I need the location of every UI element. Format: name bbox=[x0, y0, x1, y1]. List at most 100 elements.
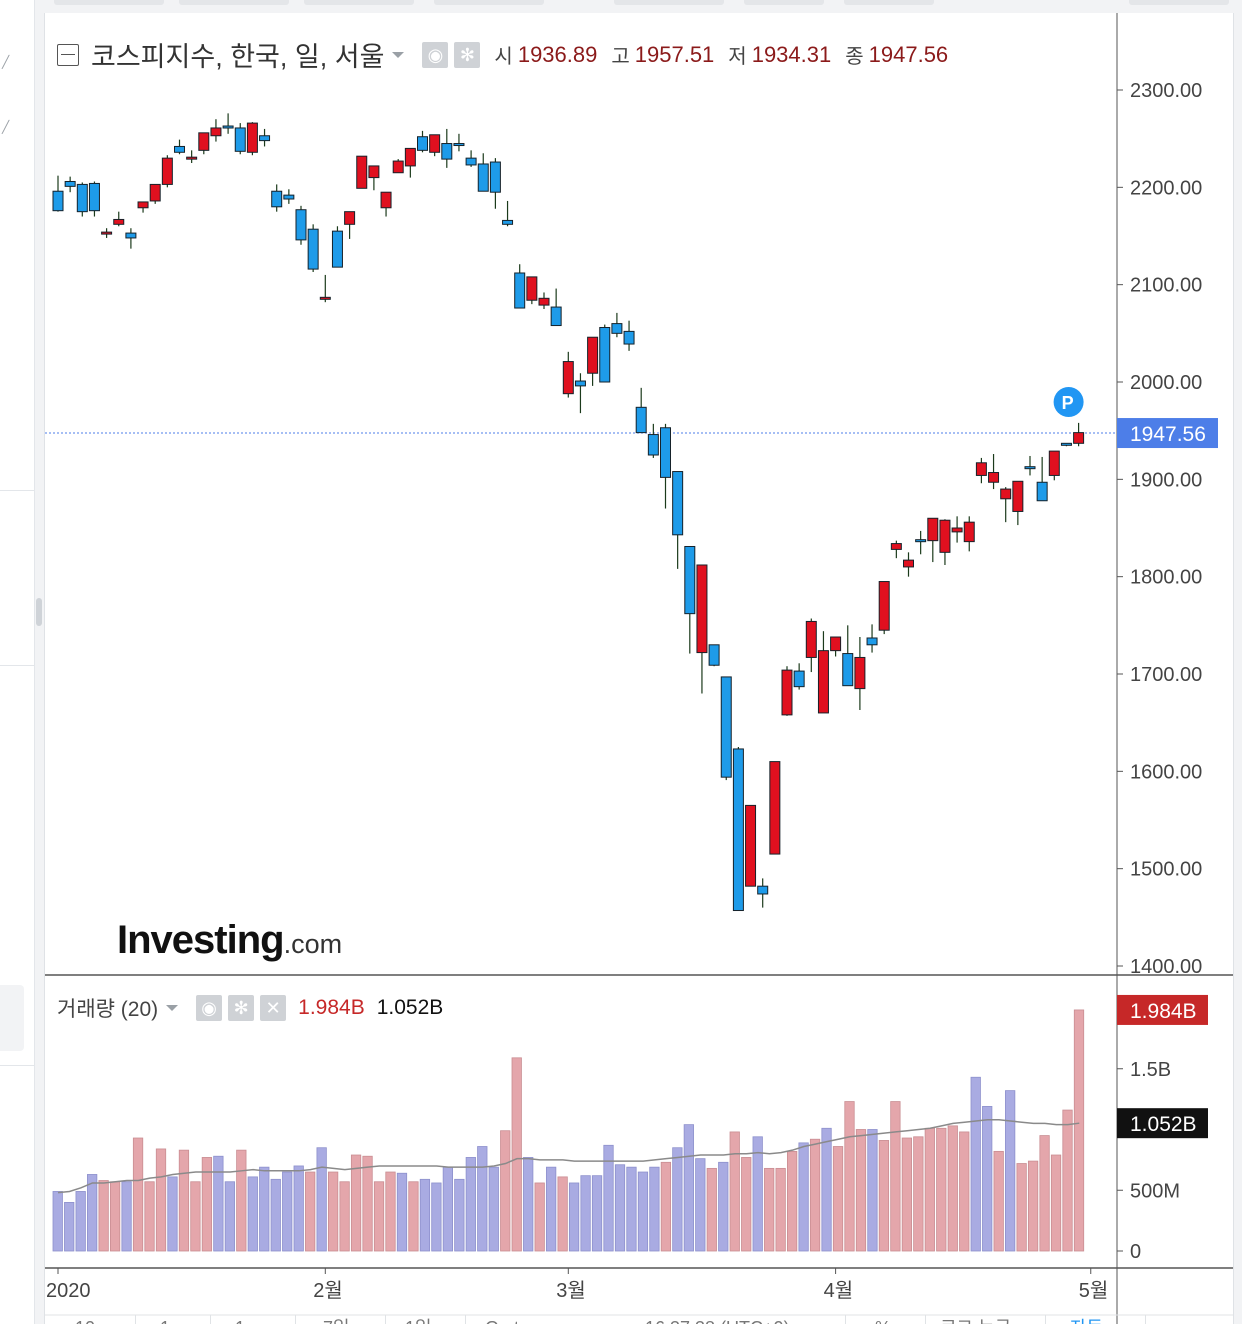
candle bbox=[453, 143, 465, 147]
close-icon[interactable]: ✕ bbox=[260, 995, 287, 1021]
volume-bar bbox=[121, 1181, 132, 1252]
toolbar-tab[interactable] bbox=[614, 0, 724, 5]
low-label: 저 bbox=[728, 46, 747, 68]
footer-item[interactable]: Go to bbox=[485, 1319, 529, 1324]
price-tick-label: 2300.00 bbox=[1130, 80, 1202, 102]
candle bbox=[550, 306, 562, 327]
candle bbox=[234, 127, 246, 152]
candle bbox=[88, 182, 100, 212]
candle bbox=[64, 180, 76, 187]
candle bbox=[951, 527, 963, 533]
candle bbox=[757, 885, 769, 895]
candle bbox=[672, 471, 684, 536]
volume-bar bbox=[1073, 1009, 1085, 1252]
sidebar-panel-tab[interactable] bbox=[0, 985, 24, 1051]
volume-title[interactable]: 거래량 (20) bbox=[57, 998, 159, 1021]
candle bbox=[817, 650, 829, 714]
candle bbox=[271, 190, 283, 208]
volume-bar bbox=[546, 1166, 557, 1252]
toolbar-tab[interactable] bbox=[844, 0, 934, 5]
footer-item[interactable]: 10 bbox=[75, 1319, 95, 1324]
toolbar-tab[interactable] bbox=[179, 0, 289, 5]
main-legend: 코스피지수, 한국, 일, 서울 ◉ ✻ 시 1936.89 고 1957.51… bbox=[57, 35, 948, 74]
volume-bar bbox=[373, 1181, 385, 1252]
volume-bar bbox=[500, 1130, 511, 1252]
volume-bar bbox=[1039, 1135, 1050, 1252]
volume-bar bbox=[706, 1167, 717, 1252]
volume-bar bbox=[488, 1166, 499, 1252]
candle bbox=[1036, 481, 1048, 502]
eye-icon[interactable]: ◉ bbox=[196, 995, 223, 1021]
toolbar-tab[interactable] bbox=[1129, 0, 1229, 5]
volume-bar bbox=[844, 1101, 855, 1252]
footer-item[interactable]: 자동 bbox=[1070, 1319, 1103, 1324]
volume-bar bbox=[477, 1146, 488, 1252]
footer-item[interactable]: 7일 bbox=[323, 1319, 350, 1324]
candle bbox=[161, 157, 173, 185]
volume-bar bbox=[316, 1147, 327, 1252]
volume-value: 1.984B bbox=[298, 996, 365, 1019]
chart-canvas[interactable]: 2300.00 2200.00 2100.00 2000.00 1900.00 1800.… bbox=[45, 13, 1233, 1324]
symbol-title[interactable]: 코스피지수, 한국, 일, 서울 bbox=[91, 42, 385, 72]
footer-separator bbox=[295, 1315, 296, 1324]
chart-container[interactable]: 2300.00 2200.00 2100.00 2000.00 1900.00 1800.… bbox=[44, 13, 1234, 1324]
volume-bar bbox=[236, 1149, 247, 1252]
volume-bar bbox=[293, 1165, 304, 1252]
price-tick-label: 1700.00 bbox=[1130, 664, 1202, 686]
footer-item[interactable]: 1 bbox=[160, 1319, 170, 1324]
volume-bar bbox=[190, 1181, 201, 1252]
eye-icon[interactable]: ◉ bbox=[422, 41, 449, 68]
candle bbox=[903, 559, 914, 568]
footer-item[interactable]: 16:37:38 (UTC+9) bbox=[645, 1319, 790, 1324]
volume-bar bbox=[947, 1125, 958, 1252]
chevron-down-icon[interactable] bbox=[166, 1005, 179, 1011]
candle bbox=[295, 209, 307, 241]
footer-item[interactable]: 로그 눈금 bbox=[940, 1319, 1011, 1324]
candle bbox=[76, 183, 88, 213]
collapse-icon[interactable] bbox=[57, 43, 79, 66]
gear-icon[interactable]: ✻ bbox=[454, 41, 481, 68]
footer-item[interactable]: % bbox=[875, 1319, 891, 1324]
open-label: 시 bbox=[494, 46, 513, 68]
toolbar-tab[interactable] bbox=[304, 0, 414, 5]
high-value: 1957.51 bbox=[634, 41, 715, 67]
toolbar-tab[interactable] bbox=[54, 0, 164, 5]
candle bbox=[526, 276, 538, 301]
candle bbox=[647, 434, 659, 456]
gear-icon[interactable]: ✻ bbox=[228, 995, 255, 1021]
toolbar-tab[interactable] bbox=[434, 0, 544, 5]
volume-bar bbox=[247, 1176, 258, 1252]
volume-bar bbox=[442, 1166, 453, 1252]
volume-bar bbox=[408, 1181, 419, 1252]
chevron-down-icon[interactable] bbox=[392, 51, 405, 58]
volume-bar bbox=[832, 1146, 844, 1252]
candle bbox=[975, 462, 987, 476]
toolbar-tab[interactable] bbox=[744, 0, 824, 5]
candle bbox=[927, 517, 939, 542]
candle bbox=[186, 156, 198, 160]
volume-bar bbox=[890, 1101, 901, 1252]
candle bbox=[1012, 480, 1024, 512]
candle bbox=[307, 228, 319, 270]
candle bbox=[696, 564, 708, 654]
footer-item[interactable]: 1 bbox=[235, 1319, 245, 1324]
candle bbox=[331, 230, 343, 268]
time-tick-label: 2020 bbox=[46, 1280, 91, 1302]
candle bbox=[854, 656, 866, 690]
volume-bar bbox=[454, 1178, 465, 1252]
volume-bar bbox=[752, 1136, 763, 1252]
candle bbox=[477, 163, 489, 192]
volume-bar bbox=[201, 1157, 213, 1252]
volume-bar bbox=[259, 1166, 270, 1252]
volume-bar bbox=[798, 1142, 809, 1252]
resize-handle[interactable] bbox=[36, 598, 42, 626]
volume-bar bbox=[614, 1164, 626, 1252]
volume-legend: 거래량 (20) ◉ ✻ ✕ 1.984B 1.052B bbox=[57, 993, 443, 1023]
volume-value-tag-label: 1.984B bbox=[1130, 1000, 1197, 1023]
volume-bar bbox=[867, 1129, 878, 1252]
footer-item[interactable]: 1일 bbox=[405, 1319, 432, 1324]
candle bbox=[174, 145, 185, 153]
p-marker-label: P bbox=[1062, 393, 1074, 413]
volume-bar bbox=[718, 1161, 729, 1252]
volume-bar bbox=[591, 1175, 603, 1252]
